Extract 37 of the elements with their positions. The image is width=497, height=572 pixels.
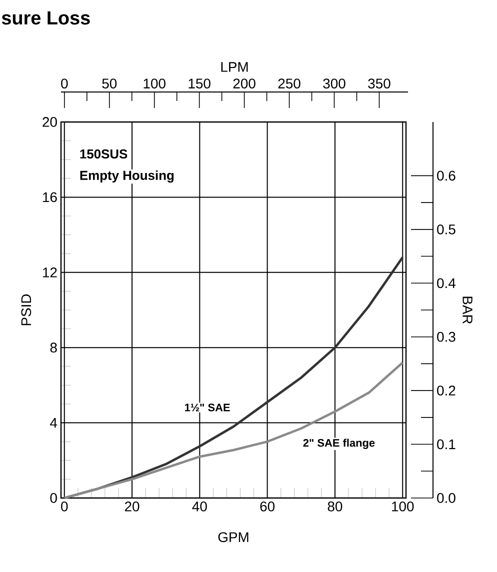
x2-axis-title: LPM <box>221 62 248 72</box>
y-tick-label: 20 <box>42 117 57 127</box>
x2-tick-label: 50 <box>102 78 117 88</box>
y2-tick-label: 0.4 <box>437 278 456 288</box>
y-tick-label: 12 <box>43 268 57 278</box>
line-series <box>63 361 404 500</box>
x-tick-label: 0 <box>61 502 68 512</box>
chart-title: sure Loss <box>2 11 90 25</box>
x-tick-label: 80 <box>328 502 342 512</box>
x-tick-label: 20 <box>124 502 140 512</box>
y-tick-label: 16 <box>43 192 57 202</box>
x-tick-label: 60 <box>260 502 275 512</box>
x-axis-title: GPM <box>218 532 248 542</box>
x2-tick-label: 100 <box>144 78 166 88</box>
x2-tick-label: 150 <box>188 78 210 88</box>
y2-axis-title: BAR <box>462 296 472 324</box>
x2-tick-label: 350 <box>368 78 390 88</box>
series-label: 2" SAE flange <box>303 438 375 449</box>
x2-tick-label: 0 <box>61 78 68 88</box>
x2-tick-label: 200 <box>233 78 256 88</box>
x-tick-label: 100 <box>392 502 414 512</box>
y2-tick-label: 0.0 <box>437 493 456 503</box>
y2-tick-label: 0.6 <box>437 170 456 181</box>
y-tick-label: 8 <box>50 342 57 353</box>
x2-tick-label: 300 <box>323 78 346 88</box>
y2-tick-label: 0.2 <box>437 386 456 396</box>
y2-tick-label: 0.1 <box>437 439 456 450</box>
y2-tick-label: 0.5 <box>437 224 456 234</box>
annotation: Empty Housing <box>80 170 174 183</box>
series-label: 1½" SAE <box>184 404 230 412</box>
x-tick-label: 40 <box>192 502 207 512</box>
y-tick-label: 4 <box>50 418 58 428</box>
y-tick-label: 0 <box>50 493 57 503</box>
y-axis-title: PSID <box>21 294 32 326</box>
y2-tick-label: 0.3 <box>437 332 456 342</box>
x2-tick-label: 250 <box>278 78 300 88</box>
annotation: 150SUS <box>80 149 128 159</box>
